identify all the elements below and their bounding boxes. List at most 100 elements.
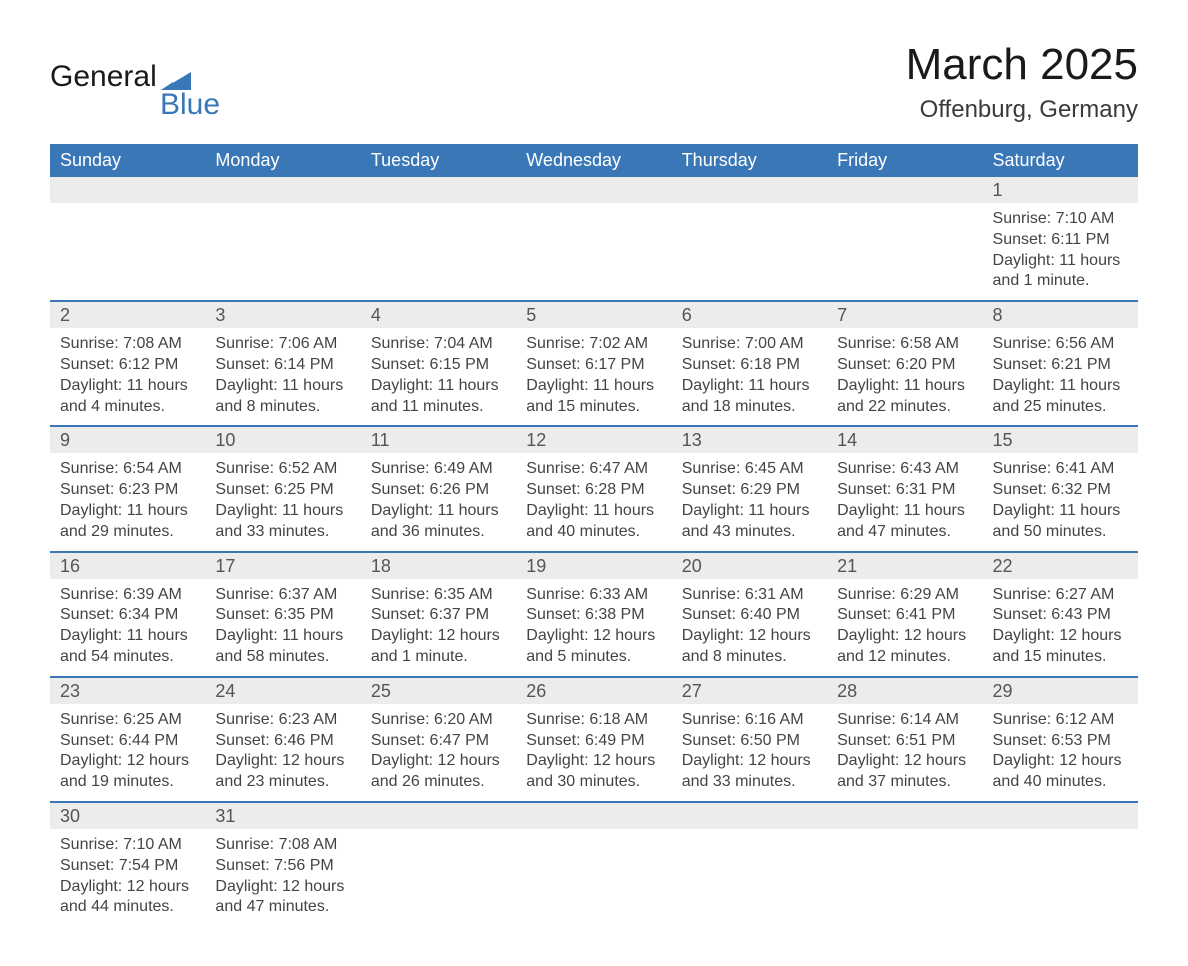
day-cell [827,829,982,926]
day-number: 18 [361,552,516,579]
day-number-row: 1 [50,177,1138,203]
day-header: Thursday [672,144,827,177]
day-detail-line: Daylight: 12 hours and 44 minutes. [60,877,195,919]
day-number: 4 [361,301,516,328]
day-cell: Sunrise: 6:41 AMSunset: 6:32 PMDaylight:… [983,453,1138,551]
day-number: 12 [516,426,671,453]
day-header: Saturday [983,144,1138,177]
day-cell: Sunrise: 6:37 AMSunset: 6:35 PMDaylight:… [205,579,360,677]
header-row: General Blue March 2025 Offenburg, Germa… [50,40,1138,124]
day-number [827,177,982,203]
day-detail-line: Daylight: 11 hours and 11 minutes. [371,376,506,418]
day-header: Friday [827,144,982,177]
day-cell: Sunrise: 6:18 AMSunset: 6:49 PMDaylight:… [516,704,671,802]
day-detail-line: Sunrise: 6:45 AM [682,459,817,480]
day-detail-line: Daylight: 12 hours and 1 minute. [371,626,506,668]
day-detail-line: Sunrise: 7:00 AM [682,334,817,355]
day-detail-line: Sunset: 6:32 PM [993,480,1128,501]
day-number: 19 [516,552,671,579]
day-detail-line: Daylight: 11 hours and 1 minute. [993,251,1128,293]
day-detail-line: Sunset: 6:14 PM [215,355,350,376]
day-detail-line: Daylight: 12 hours and 33 minutes. [682,751,817,793]
day-number: 29 [983,677,1138,704]
day-detail-line: Sunset: 6:20 PM [837,355,972,376]
day-content-row: Sunrise: 7:08 AMSunset: 6:12 PMDaylight:… [50,328,1138,426]
day-cell: Sunrise: 6:47 AMSunset: 6:28 PMDaylight:… [516,453,671,551]
day-detail-line: Sunset: 6:41 PM [837,605,972,626]
day-detail-line: Daylight: 12 hours and 47 minutes. [215,877,350,919]
day-detail-line: Daylight: 12 hours and 37 minutes. [837,751,972,793]
day-number: 23 [50,677,205,704]
day-detail-line: Daylight: 12 hours and 12 minutes. [837,626,972,668]
day-number: 16 [50,552,205,579]
day-number: 28 [827,677,982,704]
day-header: Wednesday [516,144,671,177]
day-detail-line: Sunrise: 6:56 AM [993,334,1128,355]
calendar-header: SundayMondayTuesdayWednesdayThursdayFrid… [50,144,1138,177]
day-detail-line: Sunset: 6:23 PM [60,480,195,501]
day-cell [827,203,982,301]
logo-text-general: General [50,60,157,94]
day-detail-line: Sunrise: 7:04 AM [371,334,506,355]
day-detail-line: Sunrise: 6:49 AM [371,459,506,480]
day-detail-line: Sunset: 6:34 PM [60,605,195,626]
day-cell [361,203,516,301]
day-number: 13 [672,426,827,453]
day-detail-line: Sunrise: 6:25 AM [60,710,195,731]
day-detail-line: Sunrise: 7:10 AM [60,835,195,856]
day-cell: Sunrise: 6:20 AMSunset: 6:47 PMDaylight:… [361,704,516,802]
day-number: 9 [50,426,205,453]
day-cell [672,203,827,301]
day-content-row: Sunrise: 6:54 AMSunset: 6:23 PMDaylight:… [50,453,1138,551]
day-number-row: 23242526272829 [50,677,1138,704]
day-detail-line: Daylight: 12 hours and 5 minutes. [526,626,661,668]
day-detail-line: Sunrise: 6:33 AM [526,585,661,606]
day-cell: Sunrise: 6:23 AMSunset: 6:46 PMDaylight:… [205,704,360,802]
day-content-row: Sunrise: 7:10 AMSunset: 6:11 PMDaylight:… [50,203,1138,301]
day-number: 24 [205,677,360,704]
day-detail-line: Daylight: 12 hours and 19 minutes. [60,751,195,793]
day-detail-line: Sunset: 6:28 PM [526,480,661,501]
day-cell: Sunrise: 7:08 AMSunset: 6:12 PMDaylight:… [50,328,205,426]
day-number [516,177,671,203]
day-detail-line: Sunset: 6:21 PM [993,355,1128,376]
day-cell: Sunrise: 6:33 AMSunset: 6:38 PMDaylight:… [516,579,671,677]
day-number [983,802,1138,829]
day-detail-line: Daylight: 11 hours and 22 minutes. [837,376,972,418]
day-detail-line: Daylight: 11 hours and 58 minutes. [215,626,350,668]
day-detail-line: Sunrise: 6:20 AM [371,710,506,731]
day-cell: Sunrise: 7:02 AMSunset: 6:17 PMDaylight:… [516,328,671,426]
day-detail-line: Sunrise: 7:10 AM [993,209,1128,230]
day-number: 22 [983,552,1138,579]
calendar-body: 1Sunrise: 7:10 AMSunset: 6:11 PMDaylight… [50,177,1138,926]
day-detail-line: Sunset: 7:54 PM [60,856,195,877]
day-cell [516,829,671,926]
day-number-row: 2345678 [50,301,1138,328]
day-cell: Sunrise: 6:43 AMSunset: 6:31 PMDaylight:… [827,453,982,551]
day-detail-line: Daylight: 11 hours and 33 minutes. [215,501,350,543]
day-detail-line: Sunset: 6:26 PM [371,480,506,501]
day-cell: Sunrise: 7:04 AMSunset: 6:15 PMDaylight:… [361,328,516,426]
day-number [50,177,205,203]
day-content-row: Sunrise: 7:10 AMSunset: 7:54 PMDaylight:… [50,829,1138,926]
day-detail-line: Daylight: 12 hours and 26 minutes. [371,751,506,793]
day-detail-line: Daylight: 11 hours and 15 minutes. [526,376,661,418]
logo-text-blue: Blue [160,88,220,122]
day-detail-line: Sunset: 6:40 PM [682,605,817,626]
day-detail-line: Sunrise: 6:18 AM [526,710,661,731]
day-detail-line: Daylight: 12 hours and 23 minutes. [215,751,350,793]
day-detail-line: Sunset: 6:37 PM [371,605,506,626]
day-detail-line: Daylight: 11 hours and 8 minutes. [215,376,350,418]
day-number: 2 [50,301,205,328]
day-detail-line: Sunrise: 6:43 AM [837,459,972,480]
day-number [827,802,982,829]
day-cell [516,203,671,301]
day-number [205,177,360,203]
day-cell: Sunrise: 6:27 AMSunset: 6:43 PMDaylight:… [983,579,1138,677]
day-detail-line: Sunset: 6:47 PM [371,731,506,752]
day-cell: Sunrise: 6:14 AMSunset: 6:51 PMDaylight:… [827,704,982,802]
calendar-table: SundayMondayTuesdayWednesdayThursdayFrid… [50,144,1138,926]
day-detail-line: Sunrise: 6:27 AM [993,585,1128,606]
page-title: March 2025 [906,40,1138,90]
day-detail-line: Sunset: 6:50 PM [682,731,817,752]
